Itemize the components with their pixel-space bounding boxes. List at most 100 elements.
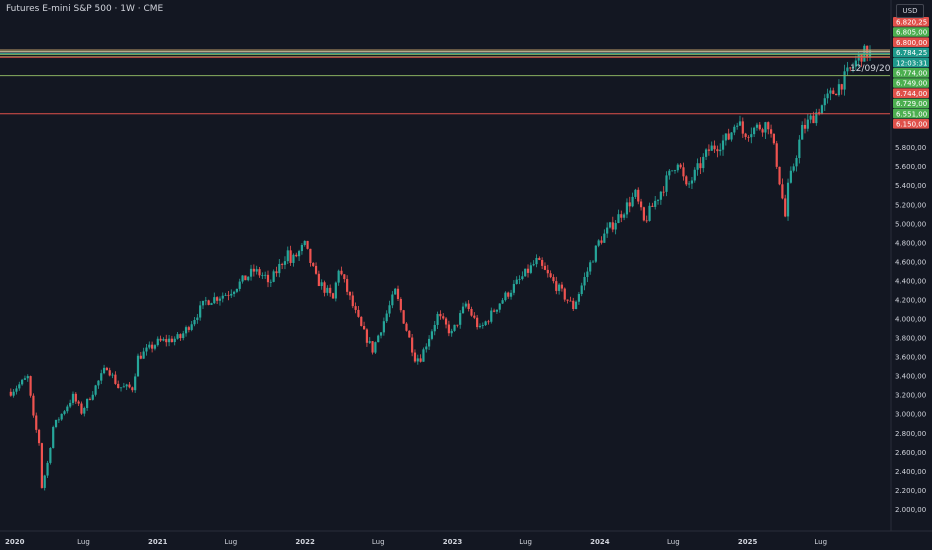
candle-body (35, 415, 38, 430)
candle-body (784, 198, 787, 217)
candle-body (232, 291, 236, 294)
candle-body (603, 233, 606, 243)
candle-body (148, 344, 151, 348)
candle-body (238, 281, 241, 289)
candle-body (450, 330, 453, 334)
x-tick-label: Lug (814, 538, 827, 546)
candle-body (702, 156, 705, 169)
currency-button[interactable]: USD (896, 4, 924, 18)
x-tick-label: 2023 (443, 538, 463, 546)
candle-body (196, 317, 199, 320)
candle-body (340, 270, 343, 275)
candle-body (249, 268, 253, 277)
candle-body (258, 269, 261, 276)
candle-body (91, 394, 94, 400)
candle-body (385, 313, 388, 322)
candle-body (439, 313, 442, 317)
candle-body (470, 309, 473, 316)
candle-body (476, 317, 479, 328)
candle-body (190, 324, 193, 330)
price-tag (893, 98, 929, 109)
y-tick-label: 5.000,00 (895, 220, 926, 228)
candle-body (29, 376, 32, 396)
candle-body (747, 136, 750, 138)
candle-body (66, 406, 69, 412)
candle-body (221, 295, 224, 299)
candle-body (634, 189, 637, 197)
candle-body (642, 207, 645, 221)
candle-body (498, 303, 501, 310)
candle-body (818, 112, 821, 115)
candle-body (518, 278, 521, 280)
candle-body (611, 222, 614, 230)
candle-body (128, 384, 131, 388)
candle-body (473, 315, 476, 318)
candle-body (32, 395, 35, 416)
candle-body (337, 270, 340, 283)
candle-body (71, 393, 75, 403)
candle-body (57, 419, 60, 421)
candle-body (433, 324, 436, 332)
candle-body (300, 244, 304, 252)
candle-body (37, 429, 41, 444)
candle-body (772, 133, 776, 144)
candle-body (812, 115, 815, 124)
candle-body (524, 268, 527, 277)
candle-body (162, 339, 165, 341)
x-tick-label: 2025 (738, 538, 758, 546)
candle-body (744, 133, 747, 137)
candle-body (201, 300, 205, 306)
candle-body (727, 133, 730, 140)
candle-body (637, 189, 640, 202)
candle-body (552, 277, 555, 282)
price-tag-label: 6.805,00 (896, 29, 927, 37)
candle-body (532, 264, 535, 266)
candle-body (656, 199, 660, 201)
candle-body (360, 316, 363, 327)
candle-body (54, 419, 58, 428)
candle-body (846, 67, 849, 72)
candle-body (348, 291, 352, 296)
candle-body (577, 294, 580, 302)
y-tick-label: 2.400,00 (895, 468, 926, 476)
candle-body (493, 310, 496, 312)
candle-body (100, 373, 103, 381)
candle-body (543, 265, 547, 270)
candle-body (326, 287, 329, 293)
candle-body (645, 220, 648, 222)
candle-body (230, 293, 233, 296)
candle-body (586, 271, 589, 278)
candle-body (733, 126, 736, 133)
price-tag (893, 47, 929, 58)
candle-body (623, 214, 626, 218)
candle-body (826, 93, 829, 99)
candle-body (529, 265, 532, 273)
candle-body (820, 105, 824, 115)
candle-body (430, 331, 434, 339)
candle-body (521, 276, 524, 279)
candle-body (9, 391, 12, 396)
candle-body (625, 202, 629, 215)
candle-body (77, 401, 80, 404)
candle-body (690, 180, 694, 184)
x-tick-label: Lug (77, 538, 90, 546)
candle-body (379, 332, 383, 336)
candle-body (18, 384, 21, 389)
candle-body (549, 273, 552, 278)
candle-body (755, 124, 759, 128)
candle-body (710, 145, 713, 151)
candle-body (266, 274, 270, 283)
candle-body (368, 341, 371, 343)
candle-body (676, 164, 679, 171)
candle-body (187, 327, 190, 330)
candle-body (210, 303, 213, 305)
candle-body (671, 170, 674, 172)
y-tick-label: 3.800,00 (895, 335, 926, 343)
candle-body (272, 271, 275, 282)
candle-body (758, 124, 761, 130)
candle-body (317, 273, 320, 287)
candle-body (235, 288, 239, 292)
candle-body (764, 122, 767, 133)
candle-body (786, 182, 790, 217)
